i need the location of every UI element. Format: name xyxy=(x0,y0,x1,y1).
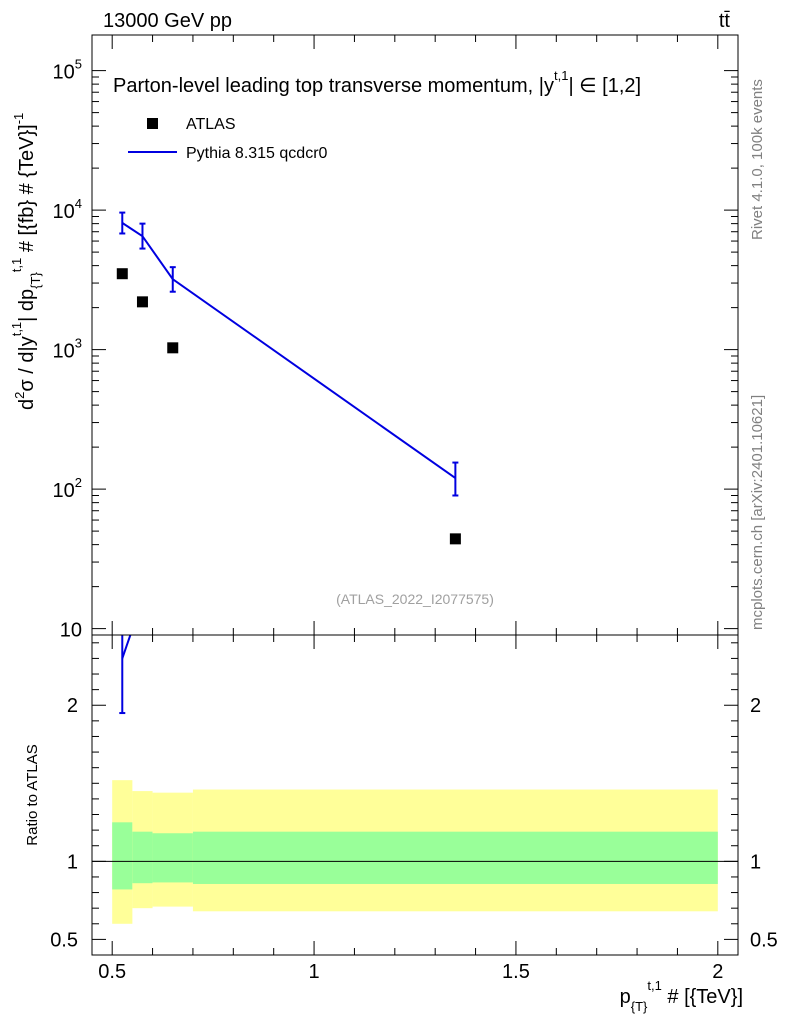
legend-atlas-label: ATLAS xyxy=(186,116,236,133)
main-axis-ticks xyxy=(92,35,738,636)
atlas-data-point xyxy=(449,533,461,545)
ratio-y-tick-label-left: 2 xyxy=(67,695,78,717)
main-y-tick-label: 104 xyxy=(53,196,82,223)
legend-atlas-marker xyxy=(147,118,158,129)
ratio-series xyxy=(119,634,132,715)
main-y-tick-label: 103 xyxy=(53,336,82,363)
ratio-y-tick-labels: 0.5 0.5 1 1 2 2 xyxy=(50,695,778,951)
title-text: Parton-level leading top transverse mome… xyxy=(113,75,554,97)
ratio-inner-band xyxy=(132,831,153,884)
x-axis-label: p{T}t,1 # [{TeV}] xyxy=(620,978,743,1014)
ratio-frame xyxy=(91,634,739,956)
main-panel: 105 104 103 102 10 Parton-level leading top … xyxy=(9,34,739,642)
source-label: mcplots.cern.ch [arXiv:2401.10621] xyxy=(749,395,766,630)
ratio-y-tick-label-left: 0.5 xyxy=(50,929,78,951)
process-label: tt̄ xyxy=(719,10,731,32)
main-title: Parton-level leading top transverse mome… xyxy=(113,68,641,97)
main-y-tick-label: 102 xyxy=(53,475,82,502)
main-series xyxy=(116,211,461,545)
x-tick-label: 0.5 xyxy=(98,961,126,983)
ratio-inner-band xyxy=(112,822,133,890)
energy-label: 13000 GeV pp xyxy=(103,10,232,32)
x-tick-label: 1 xyxy=(309,961,320,983)
rivet-version-label: Rivet 4.1.0, 100k events xyxy=(749,79,766,240)
atlas-data-point xyxy=(167,342,179,354)
ratio-y-axis-label: Ratio to ATLAS xyxy=(24,744,41,845)
main-y-tick-label: 10 xyxy=(60,620,82,642)
atlas-data-point xyxy=(136,296,148,308)
ratio-y-tick-label-right: 1 xyxy=(750,851,761,873)
pythia-curve xyxy=(121,222,456,479)
x-tick-label: 2 xyxy=(712,961,723,983)
ratio-y-tick-label-right: 0.5 xyxy=(750,929,778,951)
main-y-tick-label: 105 xyxy=(53,57,82,84)
ratio-inner-band xyxy=(152,833,193,883)
title-tail: | ∈ [1,2] xyxy=(568,75,641,97)
ratio-axis-ticks xyxy=(92,635,738,956)
x-tick-labels: 0.5 1 1.5 2 xyxy=(98,961,723,983)
main-y-tick-labels: 105 104 103 102 10 xyxy=(53,57,82,642)
ratio-y-tick-label-left: 1 xyxy=(67,851,78,873)
analysis-watermark: (ATLAS_2022_I2077575) xyxy=(336,591,494,607)
x-tick-label: 1.5 xyxy=(502,961,530,983)
ratio-uncertainty-bands xyxy=(112,780,718,924)
ratio-pythia-curve xyxy=(121,634,132,659)
ratio-panel: 0.5 0.5 1 1 2 2 0.5 1 1.5 2 Ratio to ATLAS p{T}t… xyxy=(24,634,778,1014)
title-sup: t,1 xyxy=(554,68,568,83)
legend-pythia-label: Pythia 8.315 qcdcr0 xyxy=(186,145,328,162)
main-y-axis-label: d2σ / d|yt,1| dp{T}t,1 # [{fb} # {TeV}]-… xyxy=(9,113,43,410)
ratio-y-tick-label-right: 2 xyxy=(750,695,761,717)
ratio-inner-band xyxy=(192,831,718,884)
atlas-data-point xyxy=(116,268,128,280)
